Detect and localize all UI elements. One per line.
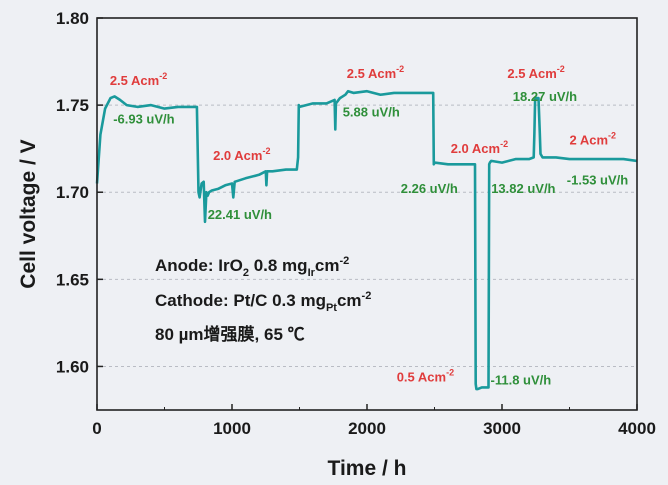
annotation-label: -11.8 uV/h <box>491 373 552 388</box>
x-tick-label: 1000 <box>213 419 251 438</box>
annotation-label: 18.27 uV/h <box>513 89 577 104</box>
membrane-spec: 80 µm增强膜, 65 ℃ <box>155 324 305 344</box>
annotation-label: 5.88 uV/h <box>343 104 400 119</box>
x-tick-label: 3000 <box>483 419 521 438</box>
annotation-label: 22.41 uV/h <box>208 207 272 222</box>
annotation-label: 2.0 Acm-2 <box>213 146 270 163</box>
annotation-label: 2.5 Acm-2 <box>110 71 167 88</box>
y-tick-label: 1.75 <box>56 96 89 115</box>
y-tick-label: 1.80 <box>56 9 89 28</box>
annotation-label: 0.5 Acm-2 <box>397 367 454 384</box>
x-tick-label: 4000 <box>618 419 656 438</box>
y-tick-label: 1.60 <box>56 357 89 376</box>
anode-spec: Anode: IrO2 0.8 mgIrcm-2 <box>155 255 349 279</box>
y-tick-label: 1.70 <box>56 183 89 202</box>
annotation-label: -6.93 uV/h <box>113 111 174 126</box>
cell-voltage-line <box>95 89 638 391</box>
annotation-label: 2.26 uV/h <box>401 181 458 196</box>
y-axis-title: Cell voltage / V <box>17 139 40 288</box>
annotations: 2.5 Acm-2 -6.93 uV/h 2.0 Acm-2 22.41 uV/h 2.… <box>110 64 628 388</box>
annotation-label: 2.0 Acm-2 <box>451 139 508 156</box>
x-axis-title: Time / h <box>328 457 407 480</box>
cathode-spec: Cathode: Pt/C 0.3 mgPtcm-2 <box>155 290 371 314</box>
y-axis: 1.60 1.65 1.70 1.75 1.80 <box>56 9 103 376</box>
annotation-label: 2.5 Acm-2 <box>347 64 404 81</box>
y-tick-label: 1.65 <box>56 270 89 289</box>
x-tick-label: 2000 <box>348 419 386 438</box>
annotation-label: 13.82 uV/h <box>491 181 555 196</box>
test-conditions: Anode: IrO2 0.8 mgIrcm-2 Cathode: Pt/C 0… <box>155 255 371 344</box>
x-axis: 0 1000 2000 3000 4000 <box>92 404 656 438</box>
x-tick-label: 0 <box>92 419 101 438</box>
annotation-label: -1.53 uV/h <box>567 172 628 187</box>
annotation-label: 2.5 Acm-2 <box>507 64 564 81</box>
annotation-label: 2 Acm-2 <box>570 130 617 147</box>
